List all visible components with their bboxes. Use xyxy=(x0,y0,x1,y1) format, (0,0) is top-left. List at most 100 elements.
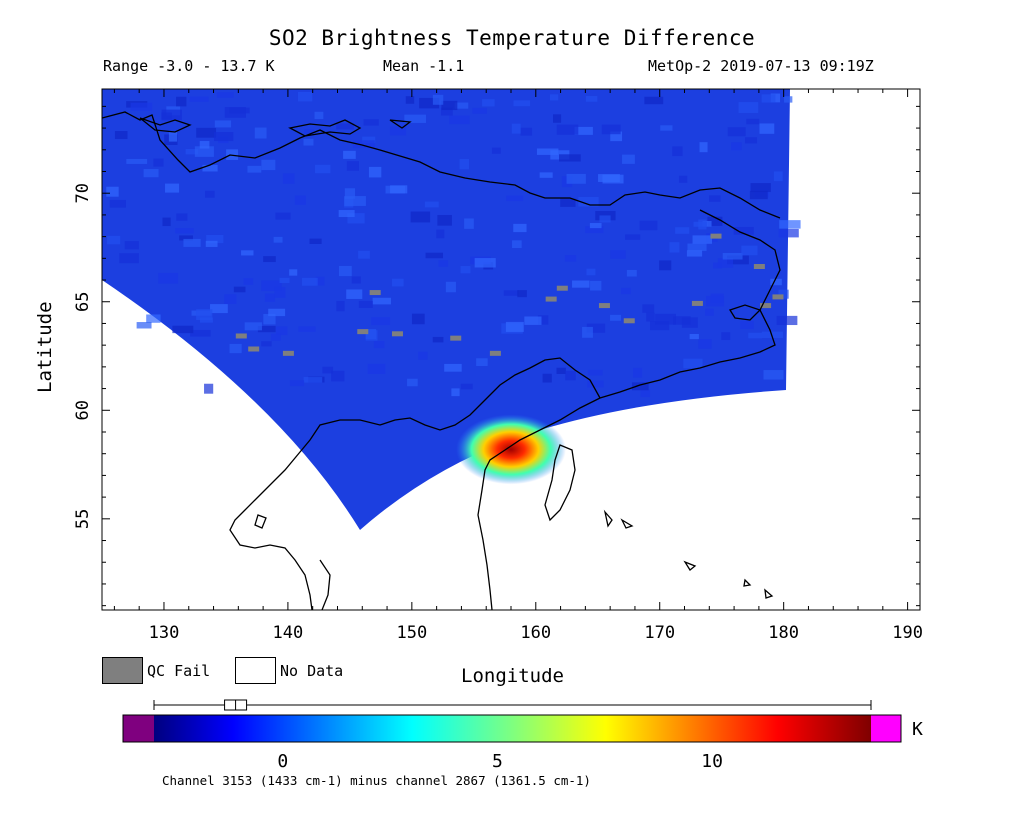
qc-fail-pixel xyxy=(710,233,722,239)
no-data-label: No Data xyxy=(280,662,344,680)
coastlines xyxy=(102,111,781,610)
swath-block xyxy=(204,383,214,394)
swath-block xyxy=(106,186,119,197)
swath-block xyxy=(275,326,288,336)
swath-block xyxy=(351,276,361,284)
swath-block xyxy=(524,316,542,325)
swath-block xyxy=(626,269,637,277)
swath-block xyxy=(784,96,793,103)
range-text: Range -3.0 - 13.7 K xyxy=(103,57,275,75)
swath-block xyxy=(693,221,707,227)
swath-block xyxy=(261,280,282,292)
swath-block xyxy=(599,215,611,223)
swath-block xyxy=(733,226,754,235)
swath-block xyxy=(205,190,215,198)
swath-block xyxy=(109,199,126,208)
qc-fail-pixel xyxy=(489,350,501,356)
swath-block xyxy=(625,234,641,240)
qc-fail-pixels xyxy=(235,233,784,356)
y-axis-label: Latitude xyxy=(34,301,56,393)
swath-block xyxy=(438,260,449,267)
swath-block xyxy=(564,255,577,262)
swath-block xyxy=(672,316,691,325)
swath-block xyxy=(229,107,250,114)
swath-block xyxy=(722,253,743,260)
swath-block xyxy=(315,164,331,174)
swath-block xyxy=(247,165,262,173)
swath-block xyxy=(168,132,178,142)
swath-block xyxy=(631,382,649,391)
swath-block xyxy=(565,370,576,381)
x-axis-ticks: 130 140 150 160 170 180 190 xyxy=(113,89,923,643)
swath-block xyxy=(418,351,428,360)
swath-block xyxy=(303,377,323,383)
swath-block xyxy=(763,370,784,380)
swath-block xyxy=(257,326,276,333)
swath-block xyxy=(512,240,522,249)
swath-block xyxy=(556,367,566,374)
swath-block xyxy=(244,322,262,331)
colorbar-underflow xyxy=(123,715,154,742)
swath-block xyxy=(770,278,782,286)
swath-block xyxy=(373,341,385,349)
swath-block xyxy=(705,308,714,316)
swath-block xyxy=(315,276,325,286)
x-tick-label: 140 xyxy=(273,623,304,643)
colorbar: 0 5 10 xyxy=(122,699,902,772)
swath-block xyxy=(659,260,672,271)
swath-block xyxy=(698,339,712,349)
swath-block xyxy=(669,242,680,253)
swath-block xyxy=(432,94,444,105)
swath-block xyxy=(464,218,474,229)
swath-block xyxy=(572,280,590,288)
swath-block xyxy=(229,343,242,354)
x-tick-label: 130 xyxy=(149,623,180,643)
swath-block xyxy=(761,331,783,338)
mean-text: Mean -1.1 xyxy=(383,57,465,75)
swath-block xyxy=(346,161,359,171)
swath-block xyxy=(513,223,527,233)
qc-fail-pixel xyxy=(357,329,369,335)
swath-block xyxy=(441,100,458,111)
swath-block xyxy=(476,358,488,366)
swath-block xyxy=(449,115,470,125)
swath-block xyxy=(744,137,758,144)
swath-block xyxy=(411,313,425,325)
swath-block xyxy=(610,314,622,321)
swath-block xyxy=(746,118,760,125)
qc-fail-pixel xyxy=(369,290,381,296)
swath-block xyxy=(686,250,703,257)
swath-block xyxy=(176,96,187,107)
channel-footnote: Channel 3153 (1433 cm-1) minus channel 2… xyxy=(162,773,591,788)
swath-block xyxy=(331,370,345,382)
x-tick-label: 160 xyxy=(520,623,551,643)
swath-block xyxy=(740,320,754,330)
swath-block xyxy=(432,336,444,343)
swath-block xyxy=(362,136,376,144)
swath-block xyxy=(261,159,276,171)
colorbar-frame xyxy=(122,714,902,743)
swath-block xyxy=(196,127,217,138)
swath-block xyxy=(621,287,631,295)
swath-block xyxy=(263,256,276,263)
qc-fail-pixel xyxy=(391,331,403,337)
swath-block xyxy=(367,363,386,374)
swath-block xyxy=(153,158,164,167)
swath-block xyxy=(289,380,305,387)
swath-block xyxy=(172,325,194,334)
swath-block xyxy=(289,269,298,276)
chart-title: SO2 Brightness Temperature Difference xyxy=(268,26,756,50)
swath-block xyxy=(556,124,579,135)
swath-block xyxy=(460,266,471,274)
swath-block xyxy=(517,290,527,298)
swath-block xyxy=(124,241,139,250)
swath-block xyxy=(347,213,365,224)
swath-block xyxy=(298,326,316,332)
swath-block xyxy=(130,102,153,111)
swath-block xyxy=(622,154,635,164)
swath-block xyxy=(216,92,234,98)
x-axis-label: Longitude xyxy=(461,665,564,687)
swath-block xyxy=(445,281,456,293)
swath-block xyxy=(721,332,731,341)
qc-fail-pixel xyxy=(753,264,765,270)
